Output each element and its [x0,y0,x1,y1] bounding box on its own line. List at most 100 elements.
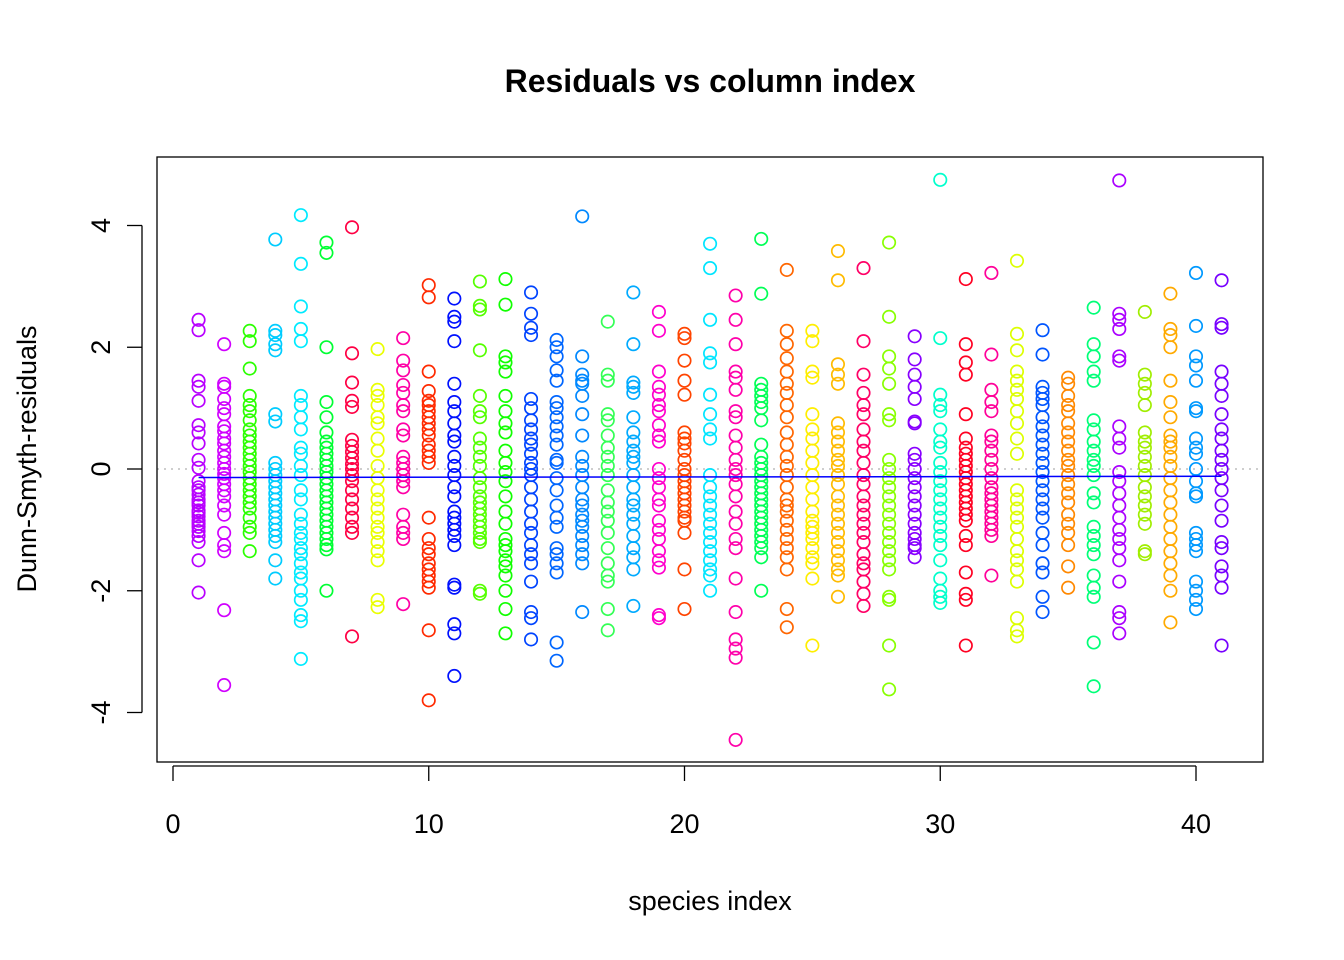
data-point [626,285,641,300]
data-point [370,410,385,425]
data-point [242,510,257,525]
data-point [677,504,692,519]
data-point [498,425,513,440]
data-point [754,534,769,550]
data-point [1214,422,1229,437]
data-point [1009,343,1025,358]
data-point [1035,347,1050,362]
data-point [293,256,308,271]
data-point [907,391,922,407]
data-point [600,556,615,571]
data-point [319,245,334,260]
data-point [1112,440,1127,455]
data-point [651,461,666,477]
data-point [472,274,487,289]
data-point [933,589,948,604]
data-point [779,522,794,537]
data-point [958,337,973,352]
data-point [421,693,436,708]
data-point [498,626,513,641]
data-point [293,651,308,666]
data-point [293,531,308,547]
data-point [728,428,743,443]
data-point [1137,449,1152,464]
data-point [370,544,385,559]
data-point [830,553,845,568]
data-point [805,407,820,422]
data-point [1009,544,1025,559]
data-point [933,331,948,346]
data-point [370,501,385,516]
data-point [779,437,794,452]
data-point [1035,428,1050,443]
data-point [344,393,360,408]
data-point [1214,376,1229,391]
data-point [651,304,666,319]
data-point [1035,446,1050,461]
data-point [396,474,411,489]
data-point [575,376,590,391]
data-point [191,460,206,475]
data-point [1086,458,1101,474]
data-point [1009,510,1025,525]
data-point [344,510,360,525]
data-point [600,367,615,382]
data-point [830,425,845,440]
data-point [677,353,692,368]
data-point [1009,553,1025,568]
data-point [523,446,539,461]
data-point [830,468,845,483]
data-point [217,544,232,559]
data-point [728,364,743,379]
data-point [703,346,718,361]
data-point [1214,431,1229,446]
data-point [728,650,743,665]
data-point [498,443,513,458]
data-point [191,379,206,394]
data-point [882,544,897,559]
data-point [703,583,718,598]
data-point [1035,565,1050,580]
data-point [396,331,411,346]
data-point [1163,373,1178,388]
data-point [626,562,641,577]
data-point [830,534,845,550]
data-point [523,328,539,343]
data-point [293,321,308,337]
data-point [575,480,590,495]
data-point [191,373,206,388]
data-point [626,541,641,556]
data-point [600,413,615,428]
data-point [523,480,539,495]
data-point [1214,443,1229,458]
data-point [728,504,743,519]
data-point [651,428,666,443]
data-point [498,538,513,553]
data-point [1163,583,1178,598]
data-point [984,522,999,537]
data-point [217,507,232,522]
data-point [1061,398,1076,413]
data-point [191,553,206,568]
data-point [1086,434,1101,449]
data-point [933,571,948,586]
data-point [728,337,743,352]
data-point [677,443,692,458]
data-point [1163,321,1178,337]
data-point [703,568,718,583]
data-point [1188,318,1204,333]
data-point [1086,519,1101,534]
data-point [1188,486,1204,501]
data-point [856,261,871,276]
data-point [498,553,513,568]
data-point [191,509,206,524]
data-point [549,332,564,347]
data-point [575,538,590,553]
data-point [651,323,666,338]
data-point [779,323,794,338]
data-point [319,235,334,250]
data-point [1188,404,1204,419]
data-point [575,209,590,224]
data-point [1214,461,1229,477]
data-point [703,480,718,495]
